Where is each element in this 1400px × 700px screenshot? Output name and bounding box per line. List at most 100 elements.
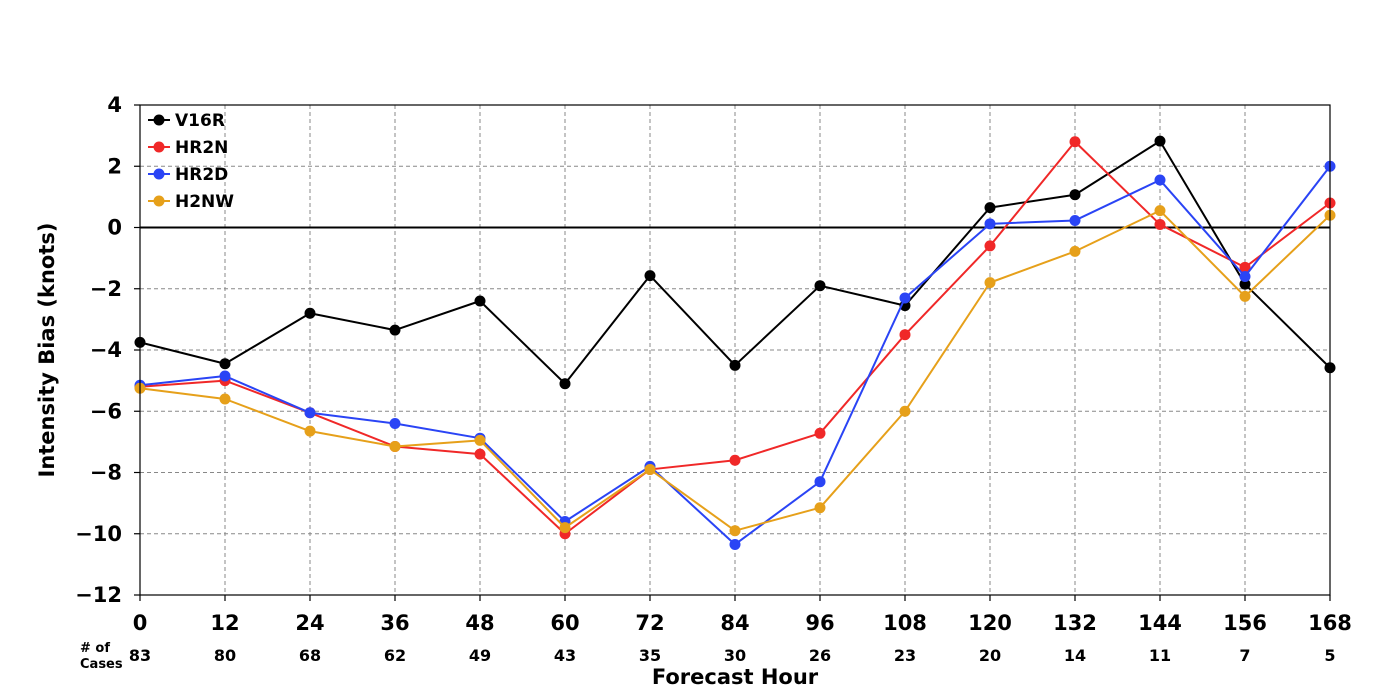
- x-tick-label: 36: [380, 611, 409, 635]
- data-point: [729, 525, 741, 537]
- data-point: [814, 476, 826, 488]
- data-point: [814, 280, 826, 292]
- case-count: 83: [129, 646, 151, 665]
- data-point: [1069, 214, 1081, 226]
- x-tick-labels: 0 12 24 36 48 60 72 84 96 108 120 132 144 156 168: [133, 595, 1352, 635]
- y-tick-label: −12: [75, 583, 122, 607]
- x-tick-label: 120: [968, 611, 1012, 635]
- case-count: 23: [894, 646, 916, 665]
- legend-marker: [153, 195, 165, 207]
- case-count: 68: [299, 646, 321, 665]
- data-point: [1154, 218, 1166, 230]
- y-tick-label: 4: [107, 93, 122, 117]
- series-layer: [134, 135, 1336, 550]
- data-point: [1154, 205, 1166, 217]
- data-point: [729, 359, 741, 371]
- legend-label: HR2N: [175, 138, 228, 158]
- data-point: [1154, 135, 1166, 147]
- data-point: [814, 502, 826, 514]
- x-tick-label: 60: [550, 611, 579, 635]
- case-count: 7: [1239, 646, 1250, 665]
- data-point: [1239, 261, 1251, 273]
- data-point: [729, 454, 741, 466]
- data-point: [304, 425, 316, 437]
- data-point: [1239, 278, 1251, 290]
- legend-marker: [153, 141, 165, 153]
- y-tick-label: −4: [90, 338, 122, 362]
- data-point: [729, 538, 741, 550]
- cases-label-line1: # of: [80, 641, 110, 656]
- data-point: [899, 292, 911, 304]
- y-tick-label: −2: [90, 277, 122, 301]
- data-point: [219, 358, 231, 370]
- legend-label: H2NW: [175, 192, 234, 212]
- data-point: [984, 277, 996, 289]
- series-h2nw: [134, 205, 1336, 537]
- series-v16r: [134, 135, 1336, 390]
- data-point: [559, 378, 571, 390]
- legend-label: HR2D: [175, 165, 228, 185]
- data-point: [219, 370, 231, 382]
- data-point: [559, 522, 571, 534]
- data-point: [814, 427, 826, 439]
- data-point: [1069, 136, 1081, 148]
- cases-label-line2: Cases: [80, 657, 123, 672]
- data-point: [984, 240, 996, 252]
- x-tick-label: 96: [805, 611, 834, 635]
- data-point: [1154, 174, 1166, 186]
- case-count: 35: [639, 646, 661, 665]
- data-point: [1239, 290, 1251, 302]
- case-count: 5: [1324, 646, 1335, 665]
- y-tick-label: −6: [90, 399, 122, 423]
- case-count: 43: [554, 646, 576, 665]
- legend-marker: [153, 114, 165, 126]
- data-point: [899, 329, 911, 341]
- y-tick-label: 0: [107, 216, 122, 240]
- x-tick-label: 0: [133, 611, 148, 635]
- data-point: [984, 202, 996, 214]
- data-point: [1239, 271, 1251, 282]
- legend: V16R HR2N HR2D H2NW: [148, 111, 234, 212]
- data-point: [389, 440, 401, 452]
- x-tick-label: 132: [1053, 611, 1097, 635]
- case-count: 14: [1064, 646, 1086, 665]
- x-tick-label: 72: [635, 611, 664, 635]
- case-count: 49: [469, 646, 491, 665]
- data-point: [899, 405, 911, 417]
- x-tick-label: 156: [1223, 611, 1267, 635]
- x-axis-label: Forecast Hour: [652, 665, 819, 689]
- case-count: 20: [979, 646, 1001, 665]
- data-point: [474, 448, 486, 460]
- data-point: [219, 393, 231, 405]
- y-tick-label: 2: [107, 154, 122, 178]
- y-tick-label: −8: [90, 461, 122, 485]
- data-point: [474, 295, 486, 307]
- data-point: [304, 407, 316, 419]
- case-count: 11: [1149, 646, 1171, 665]
- data-point: [1069, 189, 1081, 201]
- x-tick-label: 108: [883, 611, 927, 635]
- case-count: 80: [214, 646, 236, 665]
- grid-layer: [140, 105, 1330, 595]
- data-point: [389, 418, 401, 429]
- data-point: [644, 463, 656, 475]
- case-count: 62: [384, 646, 406, 665]
- x-tick-label: 12: [210, 611, 239, 635]
- case-count: 26: [809, 646, 831, 665]
- x-tick-label: 168: [1308, 611, 1352, 635]
- x-tick-label: 24: [295, 611, 324, 635]
- series-line: [139, 165, 1331, 546]
- y-axis-label: Intensity Bias (knots): [35, 223, 59, 478]
- legend-label: V16R: [175, 111, 225, 131]
- legend-marker: [153, 168, 165, 180]
- y-tick-label: −10: [75, 522, 122, 546]
- x-tick-label: 144: [1138, 611, 1182, 635]
- cases-row: # of Cases 83 80 68 62 49 43 35 30 26 23 20 14 11 7 5: [80, 641, 1336, 672]
- y-tick-labels: 4 2 0 −2 −4 −6 −8 −10 −12: [75, 93, 140, 607]
- data-point: [1069, 245, 1081, 257]
- data-point: [389, 324, 401, 336]
- data-point: [304, 307, 316, 319]
- x-tick-label: 48: [465, 611, 494, 635]
- data-point: [474, 434, 486, 446]
